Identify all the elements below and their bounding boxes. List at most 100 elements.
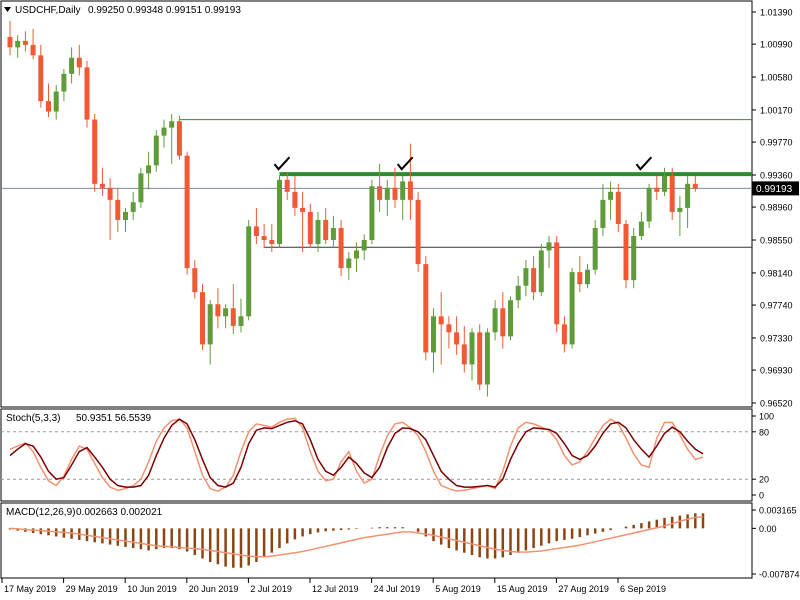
price-tick-label: 1.01390 [760, 8, 793, 18]
candle-body [454, 332, 460, 345]
candle-body [654, 187, 660, 192]
macd-signal-polyline [9, 516, 704, 558]
candle-body [246, 226, 252, 317]
candle-body [277, 179, 282, 245]
candle-body [123, 211, 128, 220]
candle-body [585, 269, 590, 285]
candle-body [323, 219, 329, 241]
candle-body [500, 308, 506, 337]
candle-body [292, 191, 298, 208]
time-tick-label: 2 Jul 2019 [250, 584, 292, 594]
triangle-down-icon[interactable] [4, 7, 11, 12]
macd-panel-frame [0, 502, 753, 579]
candle-body [15, 40, 21, 48]
candle-body [492, 308, 498, 333]
time-tick-label: 12 Jul 2019 [312, 584, 359, 594]
candles [7, 20, 698, 397]
time-tick-label: 27 Aug 2019 [558, 584, 609, 594]
candle-body [407, 181, 413, 200]
stochastic-tick-label: 80 [759, 427, 769, 437]
macd-axis: 0.003165 0.00 -0.007874 [752, 506, 800, 580]
candle-body [508, 300, 513, 337]
check-mark-icon [273, 156, 291, 171]
candle-body [554, 242, 560, 325]
candle-body [261, 236, 267, 241]
candle-body [638, 221, 644, 237]
ohlc-values: 0.99250 0.99348 0.99151 0.99193 [88, 5, 241, 16]
candle-body [446, 324, 452, 333]
candle-body [215, 304, 221, 317]
candle-body [592, 227, 598, 270]
price-tick-label: 1.00170 [760, 105, 793, 115]
stochastic-lines [9, 417, 704, 492]
stochastic-values: 50.9351 56.5539 [76, 413, 152, 424]
candle-body [315, 219, 321, 245]
candle-body [7, 36, 13, 48]
candle-body [477, 332, 483, 385]
price-tick-label: 0.96930 [760, 366, 793, 376]
price-tick-label: 0.99770 [760, 138, 793, 148]
candle-body [608, 191, 614, 200]
time-tick-label: 29 May 2019 [66, 584, 118, 594]
candle-body [692, 183, 698, 189]
stochastic-panel-frame [0, 408, 753, 502]
candle-body [361, 240, 367, 251]
candle-body [438, 316, 444, 325]
candle-body [377, 186, 383, 200]
current-price-label: 0.99193 [756, 184, 793, 195]
candle-body [484, 332, 490, 385]
candle-body [69, 57, 75, 74]
price-levels [1, 119, 752, 248]
price-axis: 1.01390 1.00990 1.00580 1.00170 0.99770 0.993… [752, 8, 793, 409]
candle-body [200, 292, 205, 345]
candle-body [184, 155, 190, 269]
stochastic-levels [1, 431, 752, 480]
candle-body [346, 258, 352, 269]
macd-tick-label: 0.003165 [759, 506, 797, 516]
candle-body [269, 240, 275, 245]
candle-body [176, 121, 182, 156]
candle-body [53, 91, 59, 112]
candle-body [300, 207, 306, 212]
candle-body [469, 332, 475, 365]
candle-body [384, 187, 390, 200]
time-tick-label: 15 Aug 2019 [497, 584, 548, 594]
candle-body [662, 175, 667, 192]
candle-body [130, 202, 136, 212]
candle-body [431, 316, 436, 353]
candle-body [207, 304, 213, 345]
candle-body [685, 183, 691, 208]
candle-body [600, 199, 606, 228]
candle-body [369, 186, 375, 241]
candle-body [569, 272, 575, 345]
candle-body [61, 73, 67, 92]
candle-body [138, 173, 144, 203]
price-tick-label: 0.97740 [760, 301, 793, 311]
candle-body [677, 207, 683, 212]
macd-title: MACD(12,26,9) [6, 507, 75, 518]
candle-body [338, 227, 344, 269]
price-tick-label: 0.98140 [760, 268, 793, 278]
time-tick-label: 17 May 2019 [4, 584, 56, 594]
candle-body [76, 57, 82, 68]
current-price-box [752, 181, 799, 196]
price-tick-label: 0.99360 [760, 170, 793, 180]
checkmarks [273, 156, 653, 171]
stochastic-signal-line [9, 417, 704, 492]
candle-body [30, 44, 36, 56]
stochastic-axis: 100 80 20 0 [752, 412, 774, 501]
candle-body [461, 344, 467, 365]
price-tick-label: 0.98550 [760, 236, 793, 246]
candle-body [22, 40, 28, 45]
candle-body [169, 121, 175, 128]
candle-body [631, 236, 637, 281]
price-tick-label: 0.98960 [760, 203, 793, 213]
time-tick-label: 10 Jun 2019 [127, 584, 177, 594]
candle-body [115, 199, 121, 220]
stochastic-tick-label: 20 [759, 475, 769, 485]
candle-body [392, 187, 398, 200]
candle-body [561, 324, 567, 345]
stochastic-panel: 100 80 20 0 Stoch(5,3,3) 50.9351 56.5539 [0, 408, 774, 502]
candle-body [423, 264, 429, 353]
